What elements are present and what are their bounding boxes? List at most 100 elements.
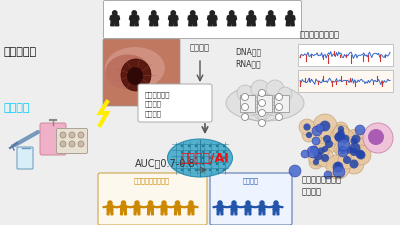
Polygon shape <box>110 210 113 215</box>
Circle shape <box>314 151 322 160</box>
Polygon shape <box>209 16 216 21</box>
Polygon shape <box>153 206 157 208</box>
Circle shape <box>216 145 218 147</box>
Polygon shape <box>138 210 140 215</box>
Circle shape <box>181 163 183 165</box>
Circle shape <box>346 129 366 149</box>
Polygon shape <box>111 16 118 21</box>
Circle shape <box>350 143 360 153</box>
Circle shape <box>338 147 348 157</box>
Circle shape <box>223 157 225 159</box>
Polygon shape <box>231 205 237 210</box>
Circle shape <box>188 163 190 165</box>
Polygon shape <box>212 21 216 26</box>
Circle shape <box>258 119 266 126</box>
Polygon shape <box>273 210 275 215</box>
Circle shape <box>318 142 332 156</box>
Polygon shape <box>221 210 223 215</box>
Circle shape <box>326 155 350 179</box>
Circle shape <box>345 143 363 161</box>
Polygon shape <box>126 206 130 208</box>
Polygon shape <box>171 206 175 208</box>
FancyBboxPatch shape <box>256 94 272 112</box>
Polygon shape <box>161 205 167 210</box>
Circle shape <box>223 163 225 165</box>
Circle shape <box>251 80 269 98</box>
FancyBboxPatch shape <box>274 94 288 112</box>
Polygon shape <box>234 210 237 215</box>
Circle shape <box>310 146 318 154</box>
Circle shape <box>152 11 156 15</box>
Circle shape <box>112 11 117 15</box>
Circle shape <box>188 169 190 171</box>
Circle shape <box>301 150 309 158</box>
Polygon shape <box>237 206 241 208</box>
Text: 効果なし: 効果なし <box>243 178 259 184</box>
Polygon shape <box>287 16 294 21</box>
Polygon shape <box>267 21 270 26</box>
Circle shape <box>324 171 332 179</box>
Circle shape <box>334 132 345 142</box>
Circle shape <box>258 99 266 106</box>
Text: コピー数異常
免疫活動
臨床情報: コピー数異常 免疫活動 臨床情報 <box>145 91 170 117</box>
Circle shape <box>288 11 292 15</box>
Circle shape <box>350 137 358 145</box>
Polygon shape <box>148 205 154 210</box>
Polygon shape <box>107 210 110 215</box>
Circle shape <box>368 129 384 145</box>
Circle shape <box>276 94 282 101</box>
Polygon shape <box>241 206 245 208</box>
Polygon shape <box>174 210 177 215</box>
Circle shape <box>258 90 266 97</box>
Circle shape <box>313 143 329 159</box>
Circle shape <box>312 126 322 136</box>
Circle shape <box>209 151 211 153</box>
Circle shape <box>345 146 353 154</box>
Polygon shape <box>215 16 217 20</box>
Text: 機械学習/AI: 機械学習/AI <box>181 151 229 164</box>
Circle shape <box>335 162 341 168</box>
Circle shape <box>122 201 126 205</box>
Circle shape <box>323 135 331 143</box>
Polygon shape <box>249 210 251 215</box>
Circle shape <box>210 11 214 15</box>
Circle shape <box>195 157 197 159</box>
Circle shape <box>341 142 357 158</box>
Polygon shape <box>144 206 148 208</box>
Circle shape <box>302 128 316 142</box>
FancyBboxPatch shape <box>56 128 88 153</box>
Circle shape <box>135 201 139 205</box>
Circle shape <box>202 163 204 165</box>
Polygon shape <box>279 206 283 208</box>
Circle shape <box>333 166 345 178</box>
Polygon shape <box>176 16 178 20</box>
Polygon shape <box>149 16 151 20</box>
Circle shape <box>69 132 75 138</box>
Circle shape <box>343 136 367 160</box>
Circle shape <box>356 149 364 158</box>
Text: 腫瘍免疫、好中球
の活動性: 腫瘍免疫、好中球 の活動性 <box>302 175 342 196</box>
Polygon shape <box>157 206 161 208</box>
Polygon shape <box>286 21 290 26</box>
Circle shape <box>334 122 348 136</box>
Circle shape <box>258 110 266 117</box>
Circle shape <box>223 169 225 171</box>
Circle shape <box>202 151 204 153</box>
Circle shape <box>320 121 330 131</box>
Ellipse shape <box>127 67 143 85</box>
Circle shape <box>336 144 350 158</box>
Polygon shape <box>235 16 236 20</box>
Circle shape <box>209 145 211 147</box>
Circle shape <box>171 11 176 15</box>
Polygon shape <box>271 21 275 26</box>
Circle shape <box>209 163 211 165</box>
Polygon shape <box>148 210 150 215</box>
Polygon shape <box>150 21 154 26</box>
Polygon shape <box>130 206 134 208</box>
Polygon shape <box>196 16 198 20</box>
Polygon shape <box>208 21 212 26</box>
Polygon shape <box>189 16 196 21</box>
Circle shape <box>195 151 197 153</box>
Polygon shape <box>130 16 131 20</box>
Polygon shape <box>189 21 192 26</box>
